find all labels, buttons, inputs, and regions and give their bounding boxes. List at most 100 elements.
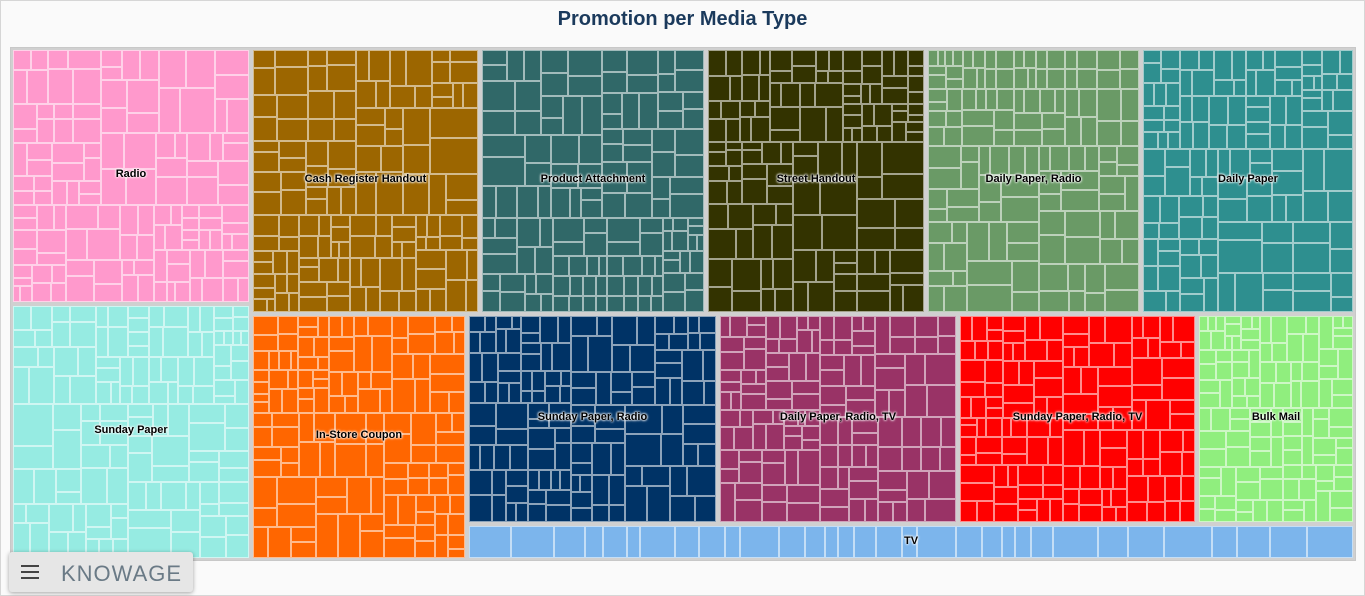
treemap-leaf[interactable] <box>846 400 875 417</box>
treemap-leaf[interactable] <box>944 243 967 271</box>
treemap-leaf[interactable] <box>275 50 308 67</box>
treemap-leaf[interactable] <box>528 490 546 504</box>
treemap-leaf[interactable] <box>1002 526 1015 558</box>
treemap-leaf[interactable] <box>651 296 663 312</box>
treemap-leaf[interactable] <box>53 404 81 430</box>
treemap-leaf[interactable] <box>1132 358 1162 385</box>
treemap-leaf[interactable] <box>299 236 318 258</box>
treemap-leaf[interactable] <box>1226 447 1250 467</box>
treemap-leaf[interactable] <box>1322 90 1333 111</box>
treemap-leaf[interactable] <box>450 50 478 62</box>
treemap-leaf[interactable] <box>1307 526 1353 558</box>
treemap-leaf[interactable] <box>1042 129 1065 146</box>
treemap-leaf[interactable] <box>466 280 478 312</box>
treemap-leaf[interactable] <box>1068 264 1085 291</box>
treemap-leaf[interactable] <box>551 188 570 218</box>
treemap-leaf[interactable] <box>1100 448 1127 467</box>
treemap-leaf[interactable] <box>299 442 320 477</box>
treemap-leaf[interactable] <box>571 372 596 388</box>
treemap-leaf[interactable] <box>1302 362 1319 381</box>
treemap-leaf[interactable] <box>792 66 816 83</box>
treemap-leaf[interactable] <box>128 346 149 357</box>
treemap-leaf[interactable] <box>1263 290 1293 312</box>
treemap-leaf[interactable] <box>1313 419 1329 438</box>
treemap-leaf[interactable] <box>772 225 793 259</box>
treemap-leaf[interactable] <box>96 382 111 404</box>
treemap-leaf[interactable] <box>770 130 800 142</box>
treemap-leaf[interactable] <box>224 331 233 345</box>
treemap-leaf[interactable] <box>1275 80 1292 96</box>
treemap-leaf[interactable] <box>26 504 49 523</box>
treemap-leaf[interactable] <box>446 250 467 280</box>
treemap-leaf[interactable] <box>253 370 269 382</box>
treemap-leaf[interactable] <box>720 410 740 427</box>
treemap-leaf[interactable] <box>52 143 84 163</box>
treemap-leaf[interactable] <box>49 504 73 532</box>
treemap-leaf[interactable] <box>528 504 546 522</box>
treemap-leaf[interactable] <box>435 316 452 332</box>
treemap-leaf[interactable] <box>699 316 716 333</box>
treemap-leaf[interactable] <box>825 526 838 558</box>
treemap-leaf[interactable] <box>987 316 1003 330</box>
treemap-group-tv[interactable]: TV <box>467 524 1355 560</box>
treemap-leaf[interactable] <box>403 108 430 145</box>
treemap-leaf[interactable] <box>376 81 390 108</box>
treemap-leaf[interactable] <box>642 466 670 486</box>
treemap-leaf[interactable] <box>214 380 235 396</box>
treemap-leaf[interactable] <box>570 276 583 296</box>
treemap-leaf[interactable] <box>390 50 406 86</box>
treemap-leaf[interactable] <box>802 426 820 440</box>
treemap-leaf[interactable] <box>708 119 726 142</box>
treemap-leaf[interactable] <box>1089 343 1114 367</box>
treemap-leaf[interactable] <box>1332 395 1353 408</box>
treemap-leaf[interactable] <box>281 463 299 477</box>
treemap-leaf[interactable] <box>200 482 219 504</box>
treemap-group-daily-paper-radio[interactable]: Daily Paper, Radio <box>926 48 1141 314</box>
treemap-leaf[interactable] <box>1047 69 1065 89</box>
treemap-leaf[interactable] <box>1209 96 1228 125</box>
treemap-group-sunday-paper[interactable]: Sunday Paper <box>11 304 251 560</box>
treemap-leaf[interactable] <box>430 392 449 413</box>
treemap-leaf[interactable] <box>199 218 222 230</box>
treemap-leaf[interactable] <box>380 291 399 312</box>
treemap-leaf[interactable] <box>380 389 392 413</box>
treemap-leaf[interactable] <box>1232 350 1249 362</box>
treemap-leaf[interactable] <box>521 391 532 403</box>
treemap-leaf[interactable] <box>187 177 218 205</box>
treemap-leaf[interactable] <box>1340 50 1353 74</box>
treemap-leaf[interactable] <box>607 218 640 242</box>
treemap-leaf[interactable] <box>699 526 725 558</box>
treemap-leaf[interactable] <box>708 259 732 287</box>
treemap-leaf[interactable] <box>1319 379 1332 408</box>
treemap-leaf[interactable] <box>793 156 818 181</box>
treemap-leaf[interactable] <box>360 514 384 531</box>
treemap-leaf[interactable] <box>1098 526 1128 558</box>
treemap-leaf[interactable] <box>1080 466 1100 489</box>
treemap-leaf[interactable] <box>402 258 416 291</box>
treemap-leaf[interactable] <box>551 470 560 490</box>
treemap-leaf[interactable] <box>770 71 792 83</box>
treemap-leaf[interactable] <box>79 181 101 194</box>
treemap-leaf[interactable] <box>560 470 571 490</box>
treemap-leaf[interactable] <box>189 462 219 482</box>
treemap-leaf[interactable] <box>1102 507 1116 522</box>
treemap-leaf[interactable] <box>467 250 478 280</box>
treemap-leaf[interactable] <box>37 253 66 265</box>
treemap-leaf[interactable] <box>961 146 979 162</box>
treemap-leaf[interactable] <box>596 296 607 312</box>
treemap-leaf[interactable] <box>454 332 465 354</box>
treemap-leaf[interactable] <box>554 526 585 558</box>
treemap-leaf[interactable] <box>1303 334 1319 362</box>
treemap-leaf[interactable] <box>625 434 661 466</box>
treemap-leaf[interactable] <box>720 427 734 450</box>
treemap-leaf[interactable] <box>448 549 465 558</box>
treemap-leaf[interactable] <box>288 370 298 389</box>
treemap-leaf[interactable] <box>253 262 273 274</box>
treemap-leaf[interactable] <box>986 397 1003 408</box>
treemap-leaf[interactable] <box>331 242 339 258</box>
treemap-leaf[interactable] <box>726 142 742 150</box>
treemap-leaf[interactable] <box>1250 451 1271 467</box>
treemap-leaf[interactable] <box>553 242 584 256</box>
treemap-leaf[interactable] <box>1165 501 1180 522</box>
treemap-leaf[interactable] <box>331 227 350 242</box>
